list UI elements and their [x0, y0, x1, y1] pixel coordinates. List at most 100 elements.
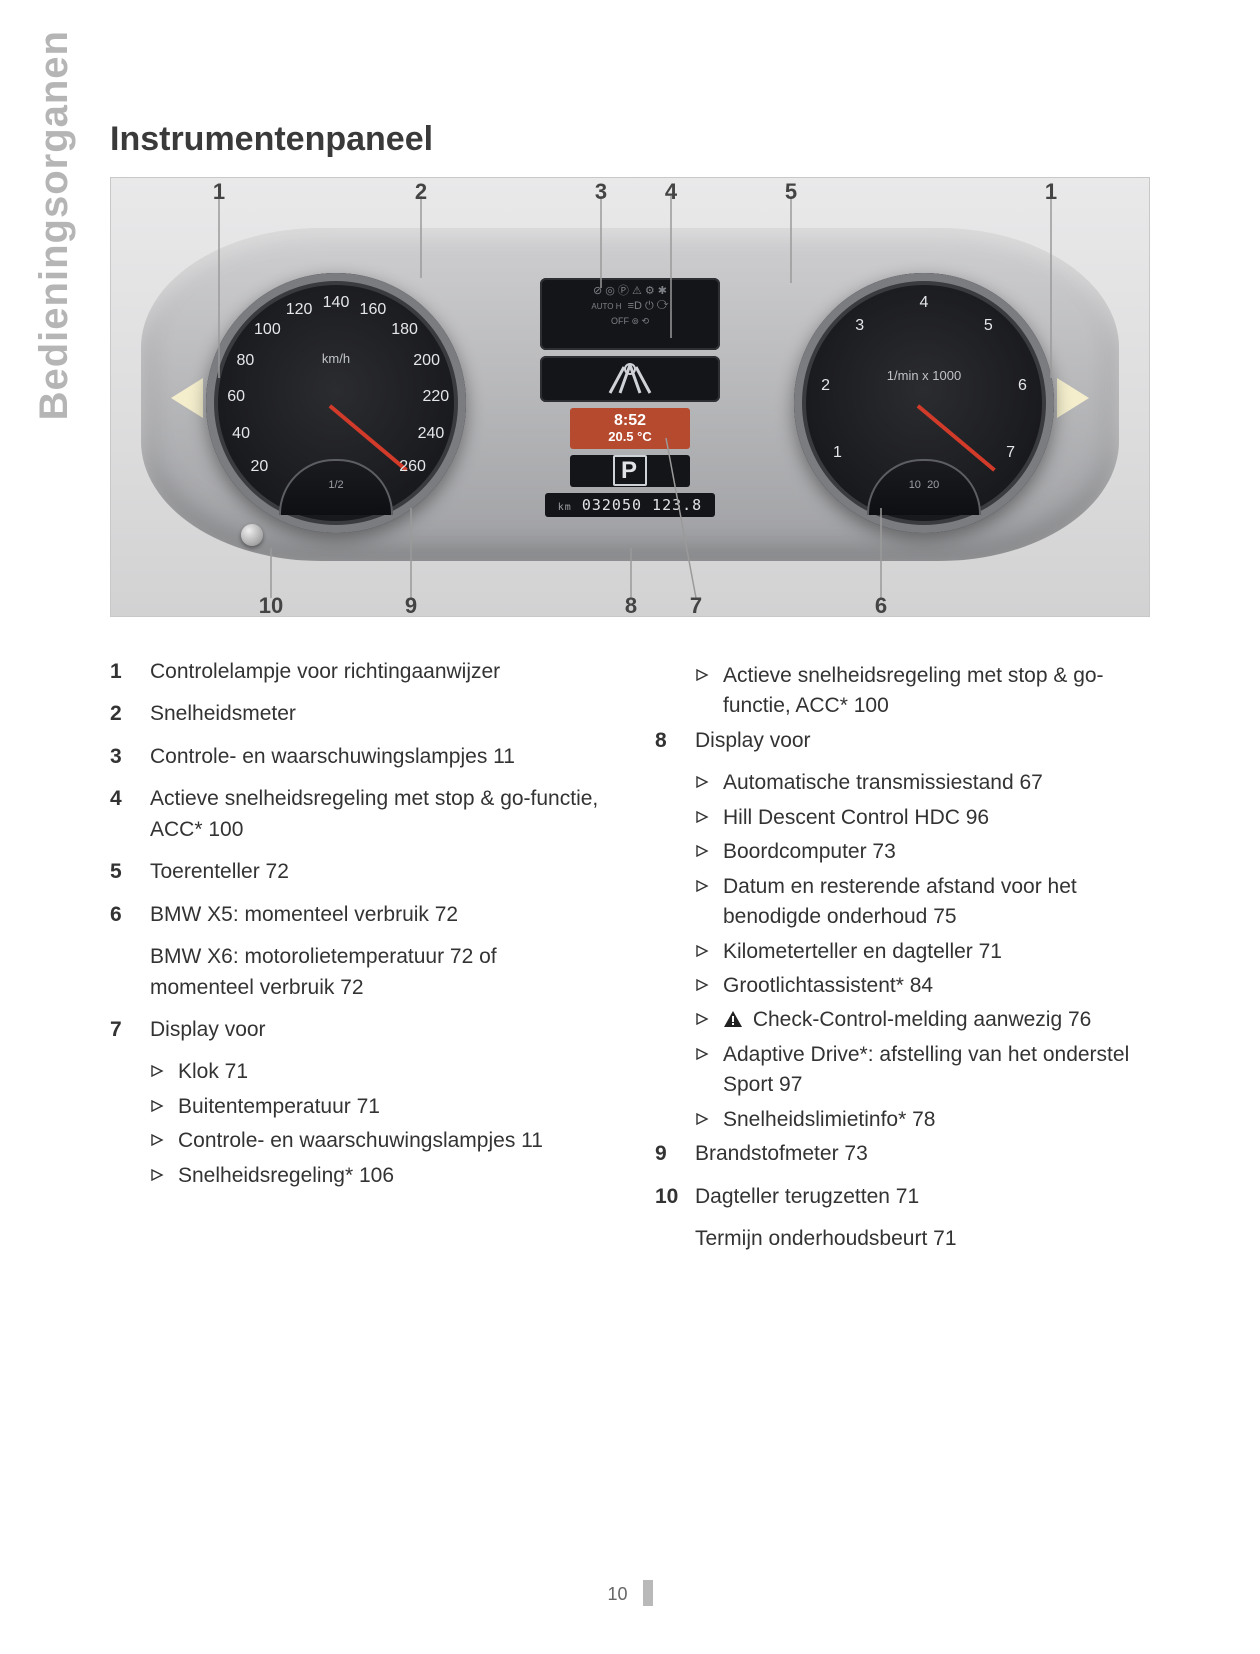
legend-subitem-text: Snelheidsregeling* 106 — [178, 1161, 605, 1191]
gauge-tick: 1 — [833, 444, 842, 462]
section-side-tab: Bedieningsorganen — [24, 30, 84, 430]
legend-columns: 1Controlelampje voor richtingaanwijzer2S… — [110, 657, 1150, 1266]
page-number: 10 — [607, 1584, 627, 1604]
gauge-tick: 160 — [360, 301, 387, 319]
clock-value: 8:52 — [570, 412, 690, 430]
legend-subitem: Grootlichtassistent* 84 — [695, 971, 1150, 1001]
gauge-tick: 40 — [232, 425, 250, 443]
legend-subitem-text: Adaptive Drive*: afstelling van het on­d… — [723, 1040, 1150, 1101]
legend-item-text: BMW X5: momenteel verbruik 72 — [150, 900, 605, 930]
warning-lamp-panel: ⊘ ◎ Ⓟ ⚠ ⚙ ✱ AUTO H ≡D ⏻ ⟳ OFF ⊚ ⟲ — [540, 278, 720, 350]
legend-item-number: 9 — [655, 1139, 695, 1169]
right-turn-indicator-icon — [1057, 378, 1089, 418]
triangle-bullet-icon — [695, 768, 723, 798]
legend-item-text: Controle- en waarschuwingslampjes 11 — [150, 742, 605, 772]
callout-1-top-r: 1 — [1045, 179, 1057, 205]
legend-item: 4Actieve snelheidsregeling met stop & go… — [110, 784, 605, 845]
legend-subitem: Kilometerteller en dagteller 71 — [695, 937, 1150, 967]
instrument-panel-figure: km/h 1/2 2040608010012014016018020022024… — [110, 177, 1150, 617]
gauge-tick: 120 — [286, 301, 313, 319]
callout-7: 7 — [690, 593, 702, 617]
gauge-tick: 240 — [418, 425, 445, 443]
legend-item-text: Brandstofmeter 73 — [695, 1139, 1150, 1169]
triangle-bullet-icon — [150, 1126, 178, 1156]
callout-4: 4 — [665, 179, 677, 205]
legend-item-number: 8 — [655, 726, 695, 756]
legend-subitem-text: Boordcomputer 73 — [723, 837, 1150, 867]
legend-subitem-text: Datum en resterende afstand voor het ben… — [723, 872, 1150, 933]
callout-6: 6 — [875, 593, 887, 617]
legend-subitem-text: Actieve snelheidsregeling met stop & go-… — [723, 661, 1150, 722]
legend-subitem-text: Klok 71 — [178, 1057, 605, 1087]
gauge-tick: 3 — [855, 317, 864, 335]
legend-subitem: Boordcomputer 73 — [695, 837, 1150, 867]
legend-item-text: Display voor — [695, 726, 1150, 756]
legend-subitem: Actieve snelheidsregeling met stop & go-… — [695, 661, 1150, 722]
legend-item-number: 10 — [655, 1182, 695, 1212]
legend-item-text: Snelheidsmeter — [150, 699, 605, 729]
gauge-tick: 2 — [821, 377, 830, 395]
legend-subitem: Automatische transmissiestand 67 — [695, 768, 1150, 798]
legend-item: 2Snelheidsmeter — [110, 699, 605, 729]
speedometer-gauge: km/h 1/2 2040608010012014016018020022024… — [206, 273, 466, 533]
legend-subitem: Adaptive Drive*: afstelling van het on­d… — [695, 1040, 1150, 1101]
lamp-row-2: AUTO H ≡D ⏻ ⟳ — [544, 299, 716, 314]
callout-2: 2 — [415, 179, 427, 205]
gauge-tick: 200 — [413, 352, 440, 370]
triangle-bullet-icon — [695, 803, 723, 833]
legend-item-number: 6 — [110, 900, 150, 930]
gauge-tick: 80 — [236, 352, 254, 370]
legend-subitem-text: Controle- en waarschuwingslamp­jes 11 — [178, 1126, 605, 1156]
triangle-bullet-icon — [695, 971, 723, 1001]
legend-subitem: Snelheidslimietinfo* 78 — [695, 1105, 1150, 1135]
legend-subitem: Check-Control-melding aanwe­zig 76 — [695, 1005, 1150, 1035]
legend-item-text: Actieve snelheidsregeling met stop & go-… — [150, 784, 605, 845]
left-turn-indicator-icon — [171, 378, 203, 418]
footer-bar-icon — [643, 1580, 653, 1606]
legend-item-continuation: Termijn onderhoudsbeurt 71 — [695, 1224, 1150, 1254]
legend-subitem: Hill Descent Control HDC 96 — [695, 803, 1150, 833]
triangle-bullet-icon — [695, 872, 723, 933]
section-side-tab-label: Bedieningsorganen — [32, 30, 77, 420]
triangle-bullet-icon — [150, 1161, 178, 1191]
legend-subitem-text: Kilometerteller en dagteller 71 — [723, 937, 1150, 967]
gauge-tick: 4 — [920, 294, 929, 312]
legend-item: 3Controle- en waarschuwingslampjes 11 — [110, 742, 605, 772]
triangle-bullet-icon — [695, 937, 723, 967]
legend-subitem: Klok 71 — [150, 1057, 605, 1087]
legend-item: 9Brandstofmeter 73 — [655, 1139, 1150, 1169]
triangle-bullet-icon — [695, 1105, 723, 1135]
legend-item-continuation: BMW X6: motorolietemperatuur 72 of momen… — [150, 942, 605, 1003]
fuel-gauge-label: 1/2 — [281, 479, 391, 491]
legend-item-text: Toerenteller 72 — [150, 857, 605, 887]
callout-9: 9 — [405, 593, 417, 617]
gauge-tick: 140 — [323, 294, 350, 312]
legend-subitem: Buitentemperatuur 71 — [150, 1092, 605, 1122]
legend-item-text: Controlelampje voor richtingaanwijzer — [150, 657, 605, 687]
legend-subitem-text: Buitentemperatuur 71 — [178, 1092, 605, 1122]
callout-5: 5 — [785, 179, 797, 205]
gauge-tick: 100 — [254, 321, 281, 339]
legend-item-number: 2 — [110, 699, 150, 729]
page-footer: 10 — [0, 1580, 1260, 1606]
lamp-row-3: OFF ⊚ ⟲ — [544, 315, 716, 328]
gauge-tick: 180 — [391, 321, 418, 339]
callout-3: 3 — [595, 179, 607, 205]
legend-item-number: 4 — [110, 784, 150, 845]
legend-subitem-text: Grootlichtassistent* 84 — [723, 971, 1150, 1001]
triangle-bullet-icon — [150, 1092, 178, 1122]
legend-right-column: Actieve snelheidsregeling met stop & go-… — [655, 657, 1150, 1266]
page-title: Instrumentenpaneel — [110, 120, 1150, 159]
lane-assist-icon — [540, 356, 720, 402]
legend-subitem-text: Hill Descent Control HDC 96 — [723, 803, 1150, 833]
legend-item: 8Display voor — [655, 726, 1150, 756]
lamp-row-1: ⊘ ◎ Ⓟ ⚠ ⚙ ✱ — [544, 284, 716, 299]
tachometer-unit: 1/min x 1000 — [794, 368, 1054, 383]
legend-item-number: 3 — [110, 742, 150, 772]
legend-item: 10Dagteller terugzetten 71 — [655, 1182, 1150, 1212]
legend-subitem-text: Check-Control-melding aanwe­zig 76 — [723, 1005, 1150, 1035]
callout-8: 8 — [625, 593, 637, 617]
trip-reset-knob — [241, 524, 263, 546]
gauge-tick: 5 — [984, 317, 993, 335]
economy-gauge-label: 10 20 — [869, 479, 979, 491]
